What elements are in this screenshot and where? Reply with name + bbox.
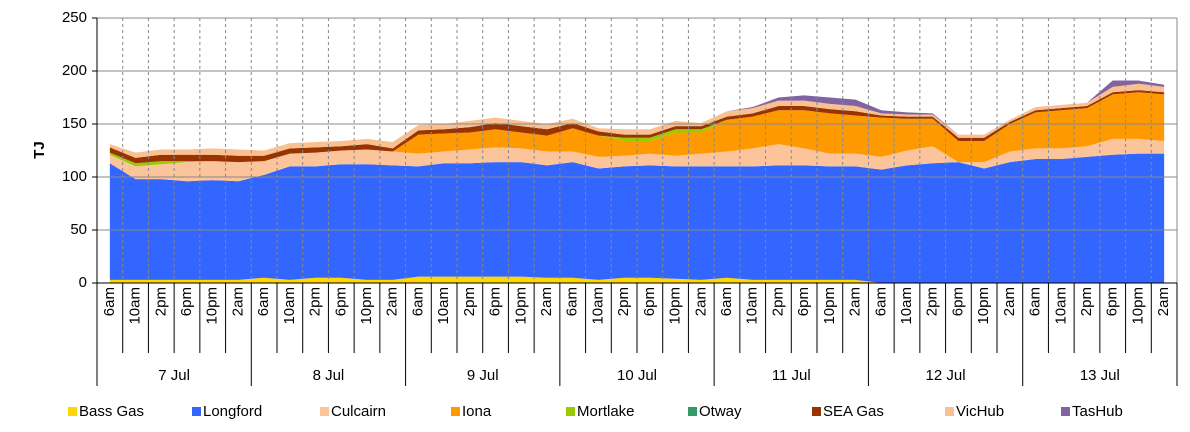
x-tick-label: 6am bbox=[872, 287, 889, 316]
x-tick-label: 10pm bbox=[667, 287, 684, 325]
x-tick-label: 2pm bbox=[769, 287, 786, 316]
group-label: 10 Jul bbox=[617, 367, 657, 384]
x-tick-label: 10pm bbox=[358, 287, 375, 325]
x-tick-label: 10am bbox=[898, 287, 915, 325]
x-tick-label: 2pm bbox=[615, 287, 632, 316]
x-tick-label: 10am bbox=[281, 287, 298, 325]
x-tick-label: 6am bbox=[1027, 287, 1044, 316]
legend-swatch bbox=[451, 407, 460, 416]
legend-item: SEA Gas bbox=[812, 403, 884, 420]
y-tick-label: 200 bbox=[62, 62, 87, 79]
legend-label: SEA Gas bbox=[823, 403, 884, 420]
group-label: 7 Jul bbox=[158, 367, 190, 384]
x-tick-label: 10am bbox=[744, 287, 761, 325]
x-tick-label: 2am bbox=[1155, 287, 1172, 316]
y-tick-label: 250 bbox=[62, 9, 87, 26]
x-tick-label: 6pm bbox=[178, 287, 195, 316]
x-tick-label: 6am bbox=[101, 287, 118, 316]
legend-label: Otway bbox=[699, 403, 742, 420]
x-tick-label: 6pm bbox=[332, 287, 349, 316]
group-label: 11 Jul bbox=[772, 367, 811, 384]
x-tick-label: 10pm bbox=[204, 287, 221, 325]
x-tick-label: 6am bbox=[718, 287, 735, 316]
legend-label: Longford bbox=[203, 403, 262, 420]
x-tick-label: 2pm bbox=[307, 287, 324, 316]
x-tick-label: 10pm bbox=[975, 287, 992, 325]
x-tick-label: 10pm bbox=[821, 287, 838, 325]
legend-label: Culcairn bbox=[331, 403, 386, 420]
area bbox=[109, 83, 1165, 158]
x-tick-label: 2pm bbox=[152, 287, 169, 316]
x-tick-label: 6pm bbox=[795, 287, 812, 316]
x-tick-label: 2am bbox=[384, 287, 401, 316]
x-tick-label: 2pm bbox=[1078, 287, 1095, 316]
legend-swatch bbox=[688, 407, 697, 416]
legend-label: Iona bbox=[462, 403, 492, 420]
legend-item: Culcairn bbox=[320, 403, 386, 420]
legend-item: Otway bbox=[688, 403, 742, 420]
legend-label: Mortlake bbox=[577, 403, 635, 420]
area bbox=[109, 92, 1165, 167]
legend-item: VicHub bbox=[945, 403, 1004, 420]
group-label: 12 Jul bbox=[926, 367, 966, 384]
x-tick-label: 10am bbox=[1052, 287, 1069, 325]
x-tick-label: 2am bbox=[847, 287, 864, 316]
x-tick-label: 6am bbox=[255, 287, 272, 316]
y-tick-label: 50 bbox=[70, 221, 87, 238]
x-tick-label: 2am bbox=[229, 287, 246, 316]
legend-item: Iona bbox=[451, 403, 492, 420]
legend-swatch bbox=[68, 407, 77, 416]
x-tick-label: 6pm bbox=[949, 287, 966, 316]
legend-swatch bbox=[812, 407, 821, 416]
area bbox=[109, 276, 1165, 283]
legend-label: TasHub bbox=[1072, 403, 1123, 420]
x-tick-label: 10pm bbox=[1129, 287, 1146, 325]
group-label: 8 Jul bbox=[313, 367, 345, 384]
group-label: 9 Jul bbox=[467, 367, 499, 384]
x-tick-label: 6pm bbox=[1104, 287, 1121, 316]
legend-label: Bass Gas bbox=[79, 403, 144, 420]
area bbox=[109, 90, 1165, 164]
legend-swatch bbox=[1061, 407, 1070, 416]
y-axis-label: TJ bbox=[31, 141, 48, 159]
legend-label: VicHub bbox=[956, 403, 1004, 420]
x-tick-label: 2am bbox=[692, 287, 709, 316]
legend-item: Mortlake bbox=[566, 403, 635, 420]
y-tick-label: 150 bbox=[62, 115, 87, 132]
area bbox=[109, 138, 1165, 182]
x-tick-label: 6pm bbox=[641, 287, 658, 316]
x-tick-label: 2am bbox=[1001, 287, 1018, 316]
legend-item: TasHub bbox=[1061, 403, 1123, 420]
x-tick-label: 6am bbox=[564, 287, 581, 316]
y-tick-label: 0 bbox=[79, 274, 87, 291]
x-tick-label: 6pm bbox=[487, 287, 504, 316]
y-tick-label: 100 bbox=[62, 168, 87, 185]
x-tick-label: 10pm bbox=[512, 287, 529, 325]
x-tick-label: 6am bbox=[409, 287, 426, 316]
x-tick-label: 10am bbox=[589, 287, 606, 325]
x-tick-label: 2pm bbox=[461, 287, 478, 316]
x-tick-label: 2pm bbox=[924, 287, 941, 316]
group-label: 13 Jul bbox=[1080, 367, 1120, 384]
legend-swatch bbox=[192, 407, 201, 416]
x-tick-label: 10am bbox=[435, 287, 452, 325]
legend-item: Longford bbox=[192, 403, 262, 420]
x-tick-label: 2am bbox=[538, 287, 555, 316]
legend-swatch bbox=[320, 407, 329, 416]
legend-swatch bbox=[566, 407, 575, 416]
legend-swatch bbox=[945, 407, 954, 416]
legend-item: Bass Gas bbox=[68, 403, 144, 420]
x-tick-label: 10am bbox=[127, 287, 144, 325]
